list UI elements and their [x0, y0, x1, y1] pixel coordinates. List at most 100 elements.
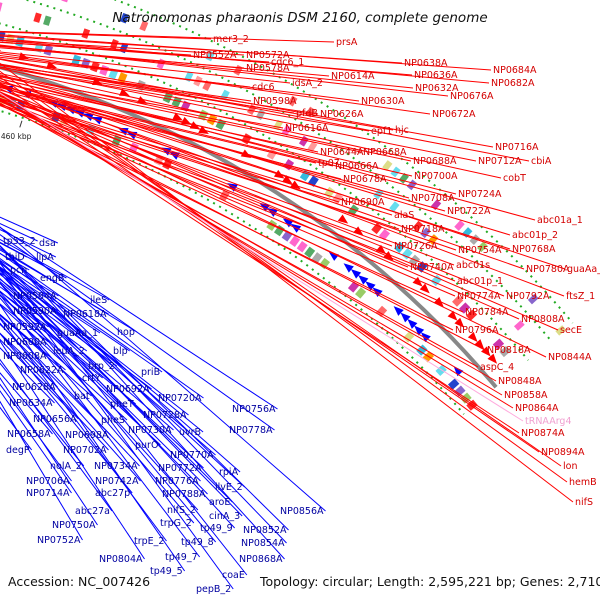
leader-line [0, 268, 234, 590]
gene-label: NP0730A [128, 425, 172, 436]
gene-label: tp53_2 [3, 236, 36, 247]
gene-label: NP0658A [7, 429, 51, 440]
feature-block [287, 95, 298, 107]
gene-arrow [419, 283, 430, 294]
gene-label: dsa [39, 238, 56, 249]
feature-block [273, 119, 283, 131]
leader-line [0, 84, 446, 212]
feature-block [513, 320, 525, 331]
gene-label: rpiA [219, 467, 239, 478]
gene-label: abc01a_1 [537, 215, 583, 226]
gene-label: NP0852A [243, 525, 287, 536]
gene-label: NP0638A [404, 58, 448, 69]
leader-line [0, 102, 479, 368]
leader-line [0, 92, 524, 422]
leader-line [0, 245, 287, 544]
leader-line [0, 78, 457, 195]
gene-label: purO [135, 440, 158, 451]
gene-arrow [420, 332, 431, 343]
gene-label: NP0784A [465, 307, 509, 318]
leader-line [0, 390, 72, 494]
gene-label: NP0706A [26, 476, 70, 487]
gene-label: cdc6 [252, 82, 275, 93]
gene-arrow [412, 276, 423, 287]
gene-label: NP0676A [450, 91, 494, 102]
coordinate-ticks: 260 kbp280 kbp300 kbp320 kbp340 kbp360 k… [1, 120, 32, 141]
gene-label: NP0644A [320, 147, 364, 158]
backbone-arc [0, 65, 498, 389]
gene-label: cinA_3 [209, 511, 240, 522]
leader-line [0, 66, 295, 114]
leader-line [0, 38, 490, 84]
gene-label: NP0742A [95, 476, 139, 487]
leader-line [0, 64, 252, 102]
gene-label: NP0688A [413, 156, 457, 167]
gene-label: NP0630A [361, 96, 405, 107]
leader-line [0, 74, 536, 221]
gene-label: uvrB [179, 427, 201, 438]
gene-label: pheS [101, 415, 125, 426]
leader-line [0, 31, 212, 40]
leader-line [0, 245, 285, 560]
feature-block [378, 228, 391, 241]
feature-block [219, 189, 230, 202]
gene-label: NP0584A [13, 291, 57, 302]
gene-label: nifS [575, 497, 593, 508]
feature-block [427, 234, 439, 245]
feature-block [241, 133, 252, 145]
leader-line [0, 252, 204, 399]
leader-line [0, 66, 370, 132]
gene-label: nolA_2 [50, 461, 82, 472]
feature-block [458, 302, 471, 314]
leader-line [0, 94, 514, 409]
leader-line [0, 88, 559, 331]
leader-line [0, 262, 130, 352]
leader-line [0, 400, 83, 541]
gene-label: NP0768A [512, 244, 556, 255]
gene-label: NP0636A [414, 70, 458, 81]
gene-label: NP0626A [320, 109, 364, 120]
leader-line [0, 267, 243, 517]
feature-block [454, 220, 465, 231]
gene-label: pcn [10, 265, 27, 276]
leader-line [0, 72, 412, 162]
gene-label: ilvE_2 [215, 482, 243, 493]
gene-label: NP0818A [487, 345, 531, 356]
gene-label: NP0728A [143, 410, 187, 421]
gene-label: lipA [36, 252, 54, 263]
gene-label: NP0754A [458, 245, 502, 256]
gene-label: NP0868A [239, 554, 283, 565]
leader-line [0, 314, 92, 397]
gene-arrow [393, 306, 404, 316]
leader-line [0, 39, 245, 56]
gene-label: NP0700A [414, 171, 458, 182]
leader-line [0, 317, 167, 542]
gene-label: NP0788A [162, 489, 206, 500]
gene-label: NP0690A [341, 197, 385, 208]
feature-block [171, 96, 182, 108]
gene-label: NP0608A [3, 351, 47, 362]
gene-label: pepB_2 [196, 584, 231, 595]
gene-arrow [259, 202, 270, 212]
leader-line [0, 294, 161, 446]
leader-line [0, 291, 199, 511]
gene-label: NP0804A [99, 554, 143, 565]
gene-label: abc01p_2 [512, 230, 558, 241]
leader-line [0, 281, 174, 431]
gene-label: NP0616A [285, 123, 329, 134]
leader-line [0, 294, 103, 379]
gene-label: tp49_8 [181, 537, 214, 548]
leader-line [0, 51, 291, 84]
gene-label: NP0672A [432, 109, 476, 120]
gene-label: coaE [222, 570, 245, 581]
leader-line [0, 82, 540, 453]
leader-line [0, 85, 334, 167]
leader-line [0, 99, 456, 282]
gene-label: NP0698A [65, 430, 109, 441]
gene-label: NP0572A [246, 50, 290, 61]
gene-arrow [487, 353, 498, 364]
leader-line [0, 104, 454, 331]
leader-line [0, 262, 248, 576]
feature-block [555, 325, 567, 336]
leader-line [0, 64, 319, 115]
